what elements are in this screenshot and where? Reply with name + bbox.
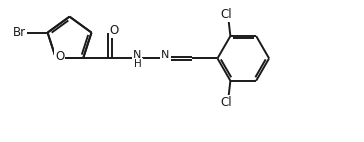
Text: Br: Br bbox=[13, 26, 26, 39]
Text: H: H bbox=[134, 59, 142, 69]
Text: O: O bbox=[55, 50, 64, 63]
Text: N: N bbox=[161, 51, 170, 60]
Text: N: N bbox=[133, 51, 142, 60]
Text: Cl: Cl bbox=[221, 96, 232, 109]
Text: Cl: Cl bbox=[221, 8, 232, 21]
Text: O: O bbox=[110, 24, 119, 37]
